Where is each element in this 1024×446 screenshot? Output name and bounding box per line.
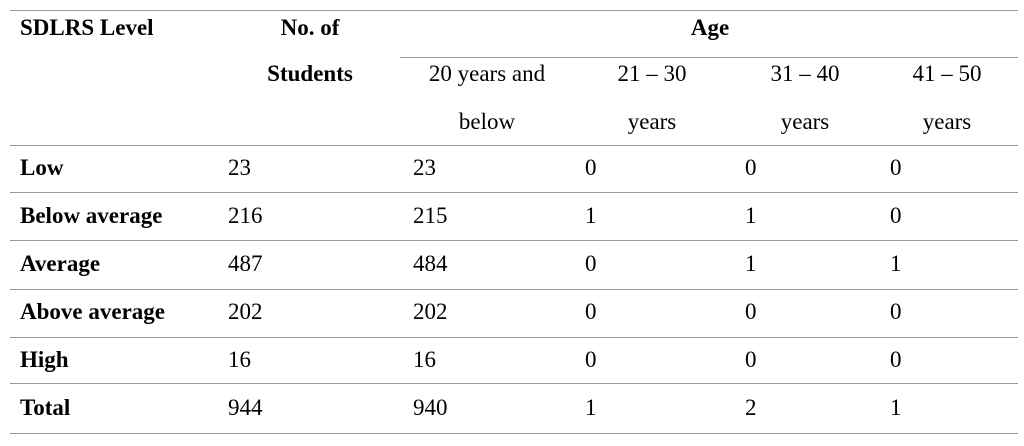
cell: 0	[890, 203, 902, 228]
rule	[10, 383, 1018, 384]
row-label: High	[20, 347, 69, 372]
cell: 940	[413, 395, 448, 420]
row-label: Average	[20, 251, 101, 276]
cell: 215	[413, 203, 448, 228]
header-age-group: 21 – 30	[617, 61, 687, 86]
cell: 1	[745, 251, 757, 276]
cell: 0	[890, 155, 902, 180]
cell: 16	[228, 347, 251, 372]
cell: 1	[890, 251, 902, 276]
cell: 0	[585, 155, 597, 180]
cell: 1	[585, 203, 597, 228]
row-label: Low	[20, 155, 64, 180]
rule	[10, 289, 1018, 290]
cell: 0	[745, 299, 757, 324]
header-age-group: 31 – 40	[770, 61, 840, 86]
cell: 2	[745, 395, 757, 420]
cell: 1	[745, 203, 757, 228]
cell: 1	[585, 395, 597, 420]
cell: 0	[890, 299, 902, 324]
header-age-group: below	[458, 109, 516, 134]
header-age-group: years	[922, 109, 972, 134]
cell: 202	[228, 299, 263, 324]
cell: 202	[413, 299, 448, 324]
cell: 484	[413, 251, 448, 276]
cell: 0	[745, 155, 757, 180]
cell: 0	[585, 347, 597, 372]
cell: 23	[413, 155, 436, 180]
header-students: Students	[267, 61, 353, 86]
cell: 1	[890, 395, 902, 420]
rule	[10, 337, 1018, 338]
header-students: No. of	[280, 15, 340, 40]
rule	[10, 10, 1018, 11]
cell: 0	[585, 299, 597, 324]
cell: 16	[413, 347, 436, 372]
cell: 0	[585, 251, 597, 276]
header-age-group: 20 years and	[428, 61, 546, 86]
row-label: Total	[20, 395, 71, 420]
header-age-group: years	[627, 109, 677, 134]
rule	[10, 145, 1018, 146]
cell: 0	[890, 347, 902, 372]
row-label: Above average	[20, 299, 165, 324]
header-age: Age	[690, 15, 730, 40]
rule	[10, 433, 1018, 434]
header-age-group: years	[780, 109, 830, 134]
cell: 0	[745, 347, 757, 372]
row-label: Below average	[20, 203, 163, 228]
cell: 216	[228, 203, 263, 228]
rule	[10, 240, 1018, 241]
cell: 23	[228, 155, 251, 180]
rule	[10, 192, 1018, 193]
cell: 944	[228, 395, 263, 420]
rule	[400, 57, 1018, 58]
header-age-group: 41 – 50	[912, 61, 982, 86]
header-level: SDLRS Level	[20, 15, 154, 40]
cell: 487	[228, 251, 263, 276]
